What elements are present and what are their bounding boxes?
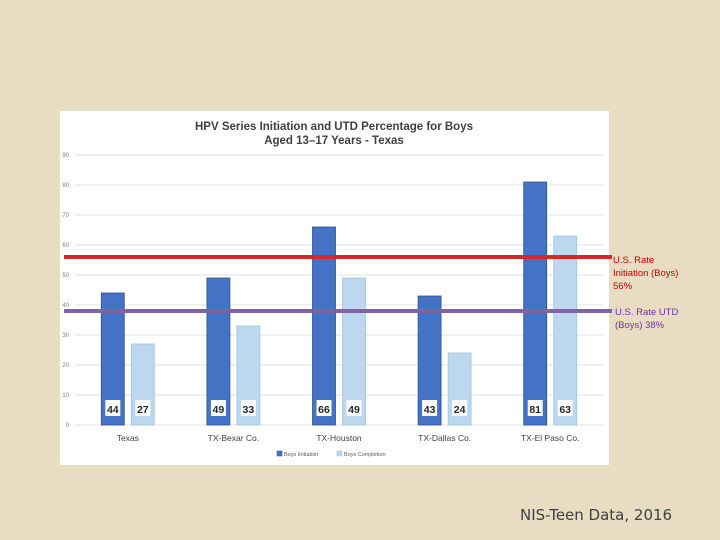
bar-completion bbox=[342, 277, 366, 426]
bar-initiation bbox=[312, 226, 336, 426]
bar-initiation bbox=[206, 277, 231, 426]
reference-line-label: 56% bbox=[613, 281, 633, 292]
reference-line-label: Initiation (Boys) bbox=[613, 268, 678, 279]
x-tick-label: TX-Bexar Co. bbox=[208, 433, 260, 443]
y-tick-label: 80 bbox=[62, 183, 69, 189]
x-axis-tick-labels: Texas TX-Bexar Co. TX-Houston TX-Dallas Co.… bbox=[117, 433, 580, 443]
y-tick-label: 50 bbox=[62, 273, 69, 279]
reference-lines: U.S. Rate Initiation (Boys) 56% U.S. Rate U… bbox=[64, 255, 678, 331]
data-label: 44 bbox=[107, 404, 119, 416]
data-label: 24 bbox=[454, 404, 466, 416]
y-tick-label: 10 bbox=[62, 393, 69, 399]
data-label-box bbox=[422, 400, 438, 416]
data-label: 81 bbox=[529, 404, 541, 416]
reference-line-label: U.S. Rate UTD bbox=[615, 307, 678, 318]
y-tick-label: 0 bbox=[66, 423, 70, 429]
bars: 44 27 49 33 66 49 43 24 81 63 bbox=[100, 181, 578, 426]
legend-label: Boys Completion bbox=[344, 452, 386, 458]
bar-completion bbox=[553, 235, 578, 426]
data-label: 49 bbox=[213, 404, 225, 416]
legend-swatch bbox=[336, 450, 343, 457]
data-label-box bbox=[105, 400, 121, 416]
source-citation: NIS-Teen Data, 2016 bbox=[520, 506, 673, 524]
y-tick-label: 90 bbox=[62, 153, 69, 159]
chart-title: HPV Series Initiation and UTD Percentage… bbox=[195, 121, 473, 133]
data-label-box bbox=[452, 400, 468, 416]
y-tick-label: 70 bbox=[62, 213, 69, 219]
data-label-box bbox=[210, 400, 226, 416]
data-label-box bbox=[135, 400, 151, 416]
y-tick-label: 40 bbox=[62, 303, 69, 309]
chart-subtitle: Aged 13–17 Years - Texas bbox=[264, 135, 404, 147]
y-tick-label: 30 bbox=[62, 333, 69, 339]
data-label-box bbox=[527, 400, 543, 416]
bar-initiation bbox=[523, 181, 548, 426]
legend: Boys Initiation Boys Completion bbox=[276, 450, 386, 458]
reference-line-label: (Boys) 38% bbox=[615, 320, 665, 331]
data-label: 66 bbox=[318, 404, 330, 416]
reference-line-label: U.S. Rate bbox=[613, 255, 654, 266]
data-label: 63 bbox=[559, 404, 571, 416]
y-tick-label: 60 bbox=[62, 243, 69, 249]
x-tick-label: Texas bbox=[117, 433, 139, 443]
bar-initiation bbox=[100, 292, 125, 426]
legend-label: Boys Initiation bbox=[284, 452, 318, 458]
gridlines bbox=[75, 154, 603, 426]
legend-swatch bbox=[276, 450, 283, 457]
y-tick-label: 20 bbox=[62, 363, 69, 369]
data-label: 43 bbox=[424, 404, 436, 416]
x-tick-label: TX-El Paso Co. bbox=[521, 433, 580, 443]
bar-initiation bbox=[417, 295, 442, 426]
x-tick-label: TX-Houston bbox=[316, 433, 362, 443]
data-label-box bbox=[240, 400, 256, 416]
data-label: 27 bbox=[137, 404, 149, 416]
data-label: 33 bbox=[243, 404, 255, 416]
x-tick-label: TX-Dallas Co. bbox=[418, 433, 471, 443]
data-label-box bbox=[346, 400, 362, 416]
data-label-box bbox=[557, 400, 573, 416]
data-label: 49 bbox=[348, 404, 360, 416]
data-label-box bbox=[316, 400, 332, 416]
y-axis-tick-labels: 0 10 20 30 40 50 60 70 80 90 bbox=[62, 153, 69, 429]
